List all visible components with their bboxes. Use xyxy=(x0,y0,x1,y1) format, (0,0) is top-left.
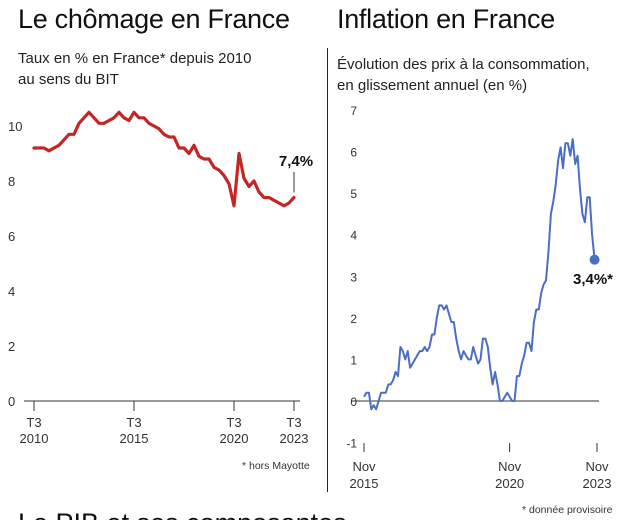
left-subtitle-line2: au sens du BIT xyxy=(18,71,119,88)
x-tick-label: Nov xyxy=(498,459,522,474)
y-tick-label: 5 xyxy=(350,187,357,201)
y-tick-label: 0 xyxy=(8,394,15,409)
x-tick-label: T3 xyxy=(226,415,241,430)
last-value-marker xyxy=(589,254,600,265)
y-tick-label: 10 xyxy=(8,119,22,134)
x-tick-label: T3 xyxy=(26,415,41,430)
x-tick-label: 2015 xyxy=(120,431,149,446)
x-tick-label: 2023 xyxy=(280,431,309,446)
left-chart-title: Le chômage en France xyxy=(18,4,290,34)
last-value-label: 7,4% xyxy=(279,153,313,170)
y-tick-label: 7 xyxy=(350,104,357,118)
right-footnote: * donnée provisoire xyxy=(522,504,613,516)
next-section-title: Le PIB et ses composantes xyxy=(18,508,347,520)
y-tick-label: 6 xyxy=(350,146,357,160)
x-tick-label: 2023 xyxy=(583,476,612,491)
y-tick-label: 1 xyxy=(350,353,357,367)
panel-divider xyxy=(327,48,328,492)
x-tick-label: Nov xyxy=(352,459,376,474)
y-tick-label: 4 xyxy=(350,229,357,243)
right-subtitle-line2: en glissement annuel (en %) xyxy=(337,77,528,94)
x-tick-label: 2020 xyxy=(220,431,249,446)
right-chart-subtitle: Évolution des prix à la consommation, en… xyxy=(337,54,590,96)
left-chart-subtitle: Taux en % en France* depuis 2010 au sens… xyxy=(18,48,252,90)
x-tick-label: 2010 xyxy=(20,431,49,446)
y-tick-label: 3 xyxy=(350,270,357,284)
inflation-series-line xyxy=(363,138,596,411)
inflation-chart: -1 0 1 2 3 4 5 6 7 Nov 2015 Nov 2020 Nov 2023 3,4%* xyxy=(346,104,613,491)
y-tick-label: 8 xyxy=(8,174,15,189)
x-tick-label: 2020 xyxy=(495,476,524,491)
x-tick-label: 2015 xyxy=(350,476,379,491)
right-subtitle-line1: Évolution des prix à la consommation, xyxy=(337,56,590,73)
y-tick-label: 2 xyxy=(8,339,15,354)
y-tick-label: 4 xyxy=(8,284,15,299)
x-tick-label: T3 xyxy=(286,415,301,430)
x-tick-label: Nov xyxy=(585,459,609,474)
left-footnote: * hors Mayotte xyxy=(242,460,310,472)
y-tick-label: 2 xyxy=(350,312,357,326)
last-value-label: 3,4%* xyxy=(573,271,613,288)
y-tick-label: 6 xyxy=(8,229,15,244)
unemployment-series-line xyxy=(32,110,296,208)
x-tick-label: T3 xyxy=(126,415,141,430)
y-tick-label: -1 xyxy=(346,437,357,451)
right-chart-title: Inflation en France xyxy=(337,4,555,34)
y-tick-label: 0 xyxy=(350,395,357,409)
left-subtitle-line1: Taux en % en France* depuis 2010 xyxy=(18,50,252,67)
